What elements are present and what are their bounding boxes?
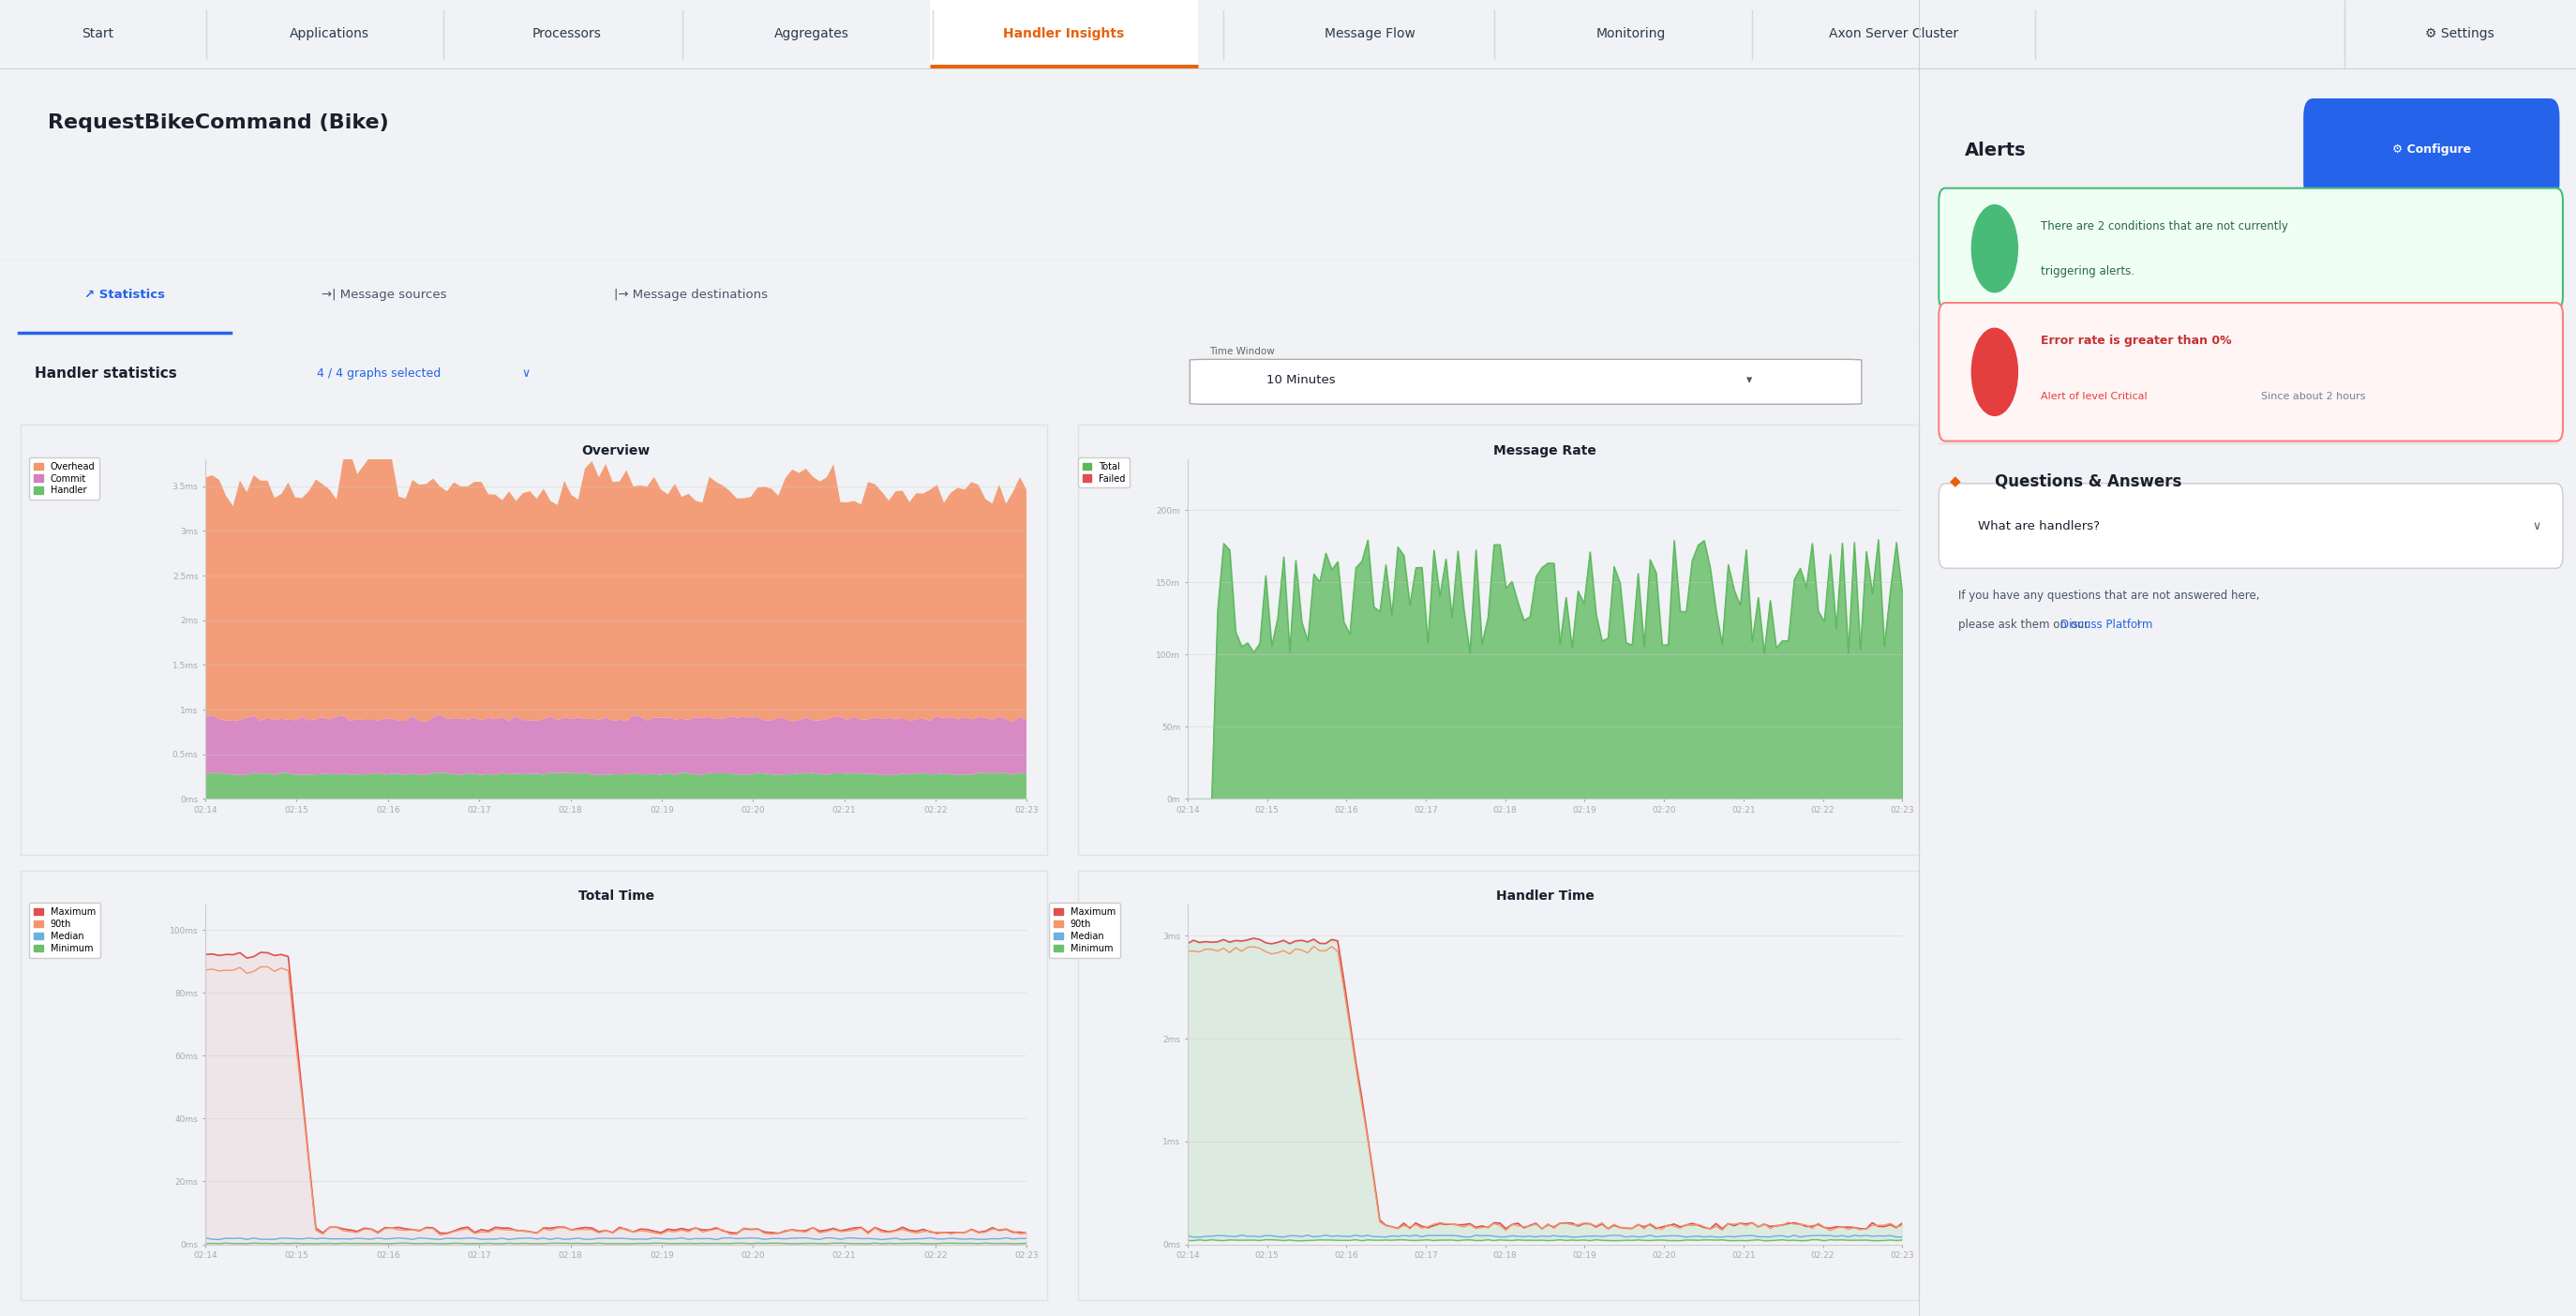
FancyBboxPatch shape <box>1940 188 2563 309</box>
Text: ✓: ✓ <box>1989 242 1999 255</box>
Text: There are 2 conditions that are not currently: There are 2 conditions that are not curr… <box>2040 220 2287 232</box>
FancyBboxPatch shape <box>1940 303 2563 441</box>
Legend: Maximum, 90th, Median, Minimum: Maximum, 90th, Median, Minimum <box>28 903 100 958</box>
Text: What are handlers?: What are handlers? <box>1978 520 2099 532</box>
Text: Handler statistics: Handler statistics <box>33 366 178 380</box>
Text: please ask them on our: please ask them on our <box>1958 619 2092 630</box>
Text: ∨: ∨ <box>523 367 531 379</box>
Text: Alerts: Alerts <box>1965 142 2027 159</box>
FancyBboxPatch shape <box>2303 99 2561 200</box>
Text: Processors: Processors <box>533 26 600 39</box>
Text: |→ Message destinations: |→ Message destinations <box>613 288 768 301</box>
Text: Message Flow: Message Flow <box>1324 26 1417 39</box>
Text: ↗ Statistics: ↗ Statistics <box>85 288 165 301</box>
Text: Alert of level Critical: Alert of level Critical <box>2040 392 2148 401</box>
Text: 10 Minutes: 10 Minutes <box>1267 374 1334 387</box>
Text: ▾: ▾ <box>1747 374 1752 387</box>
Title: Total Time: Total Time <box>577 890 654 903</box>
Text: →| Message sources: →| Message sources <box>322 288 446 301</box>
Text: ∨: ∨ <box>2532 520 2540 532</box>
Text: !: ! <box>2136 619 2141 630</box>
Text: Start: Start <box>82 26 113 39</box>
Text: Questions & Answers: Questions & Answers <box>1994 472 2182 490</box>
Circle shape <box>1971 329 2017 416</box>
Legend: Maximum, 90th, Median, Minimum: Maximum, 90th, Median, Minimum <box>1048 903 1121 958</box>
FancyBboxPatch shape <box>1190 359 1862 404</box>
Title: Handler Time: Handler Time <box>1497 890 1595 903</box>
Text: Handler Insights: Handler Insights <box>1002 26 1126 39</box>
Legend: Total, Failed: Total, Failed <box>1077 457 1131 488</box>
Text: Applications: Applications <box>291 26 368 39</box>
Text: ⚙ Settings: ⚙ Settings <box>2427 26 2494 39</box>
Title: Overview: Overview <box>582 443 652 457</box>
Circle shape <box>1971 205 2017 292</box>
Bar <box>930 0 1198 70</box>
Text: Monitoring: Monitoring <box>1595 26 1667 39</box>
Title: Message Rate: Message Rate <box>1494 443 1597 457</box>
Text: Aggregates: Aggregates <box>773 26 850 39</box>
Text: Axon Server Cluster: Axon Server Cluster <box>1829 26 1958 39</box>
Text: Error rate is greater than 0%: Error rate is greater than 0% <box>2040 334 2231 347</box>
Text: If you have any questions that are not answered here,: If you have any questions that are not a… <box>1958 590 2259 601</box>
FancyBboxPatch shape <box>1940 483 2563 569</box>
Text: 4 / 4 graphs selected: 4 / 4 graphs selected <box>317 367 440 379</box>
Text: Time Window: Time Window <box>1208 346 1275 357</box>
Text: ◆: ◆ <box>1950 474 1960 488</box>
Text: Discuss Platform: Discuss Platform <box>2061 619 2154 630</box>
Text: ⚙ Configure: ⚙ Configure <box>2393 143 2470 155</box>
Text: !: ! <box>1991 366 1999 379</box>
Text: Since about 2 hours: Since about 2 hours <box>2262 392 2365 401</box>
Text: RequestBikeCommand (Bike): RequestBikeCommand (Bike) <box>49 113 389 133</box>
Legend: Overhead, Commit, Handler: Overhead, Commit, Handler <box>28 457 100 500</box>
Text: triggering alerts.: triggering alerts. <box>2040 265 2136 278</box>
